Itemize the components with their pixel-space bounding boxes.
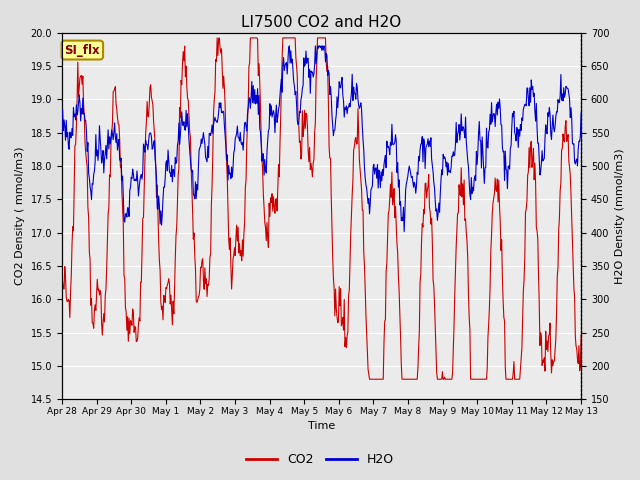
Text: SI_flx: SI_flx xyxy=(65,44,100,57)
X-axis label: Time: Time xyxy=(308,421,335,432)
Legend: CO2, H2O: CO2, H2O xyxy=(241,448,399,471)
Y-axis label: H2O Density (mmol/m3): H2O Density (mmol/m3) xyxy=(615,148,625,284)
Y-axis label: CO2 Density ( mmol/m3): CO2 Density ( mmol/m3) xyxy=(15,146,25,285)
Title: LI7500 CO2 and H2O: LI7500 CO2 and H2O xyxy=(241,15,402,30)
